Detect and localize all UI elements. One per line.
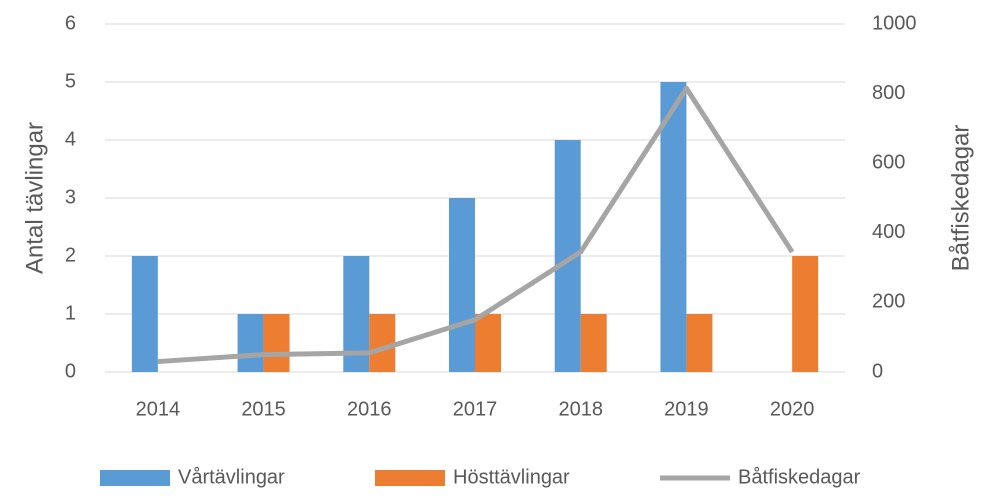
y-tick-label: 5 — [65, 70, 76, 92]
legend-label: Båtfiskedagar — [738, 466, 861, 488]
bar — [263, 314, 290, 372]
y2-tick-label: 0 — [872, 360, 883, 382]
y-tick-label: 2 — [65, 244, 76, 266]
y2-tick-label: 1000 — [872, 12, 917, 34]
x-tick-label: 2016 — [347, 398, 392, 420]
x-tick-label: 2015 — [241, 398, 286, 420]
y2-tick-label: 400 — [872, 221, 905, 243]
legend-label: Hösttävlingar — [453, 466, 570, 488]
bar — [660, 82, 687, 372]
y2-tick-label: 600 — [872, 151, 905, 173]
legend-label: Vårtävlingar — [178, 466, 285, 488]
bar — [131, 256, 158, 372]
bar — [449, 198, 475, 372]
bar — [686, 314, 713, 372]
x-tick-label: 2017 — [453, 398, 498, 420]
y-tick-label: 1 — [65, 302, 76, 324]
y-tick-label: 0 — [65, 360, 76, 382]
bar — [369, 314, 396, 372]
legend-swatch — [375, 470, 445, 486]
x-tick-label: 2020 — [770, 398, 815, 420]
line — [157, 85, 795, 365]
bar — [792, 256, 819, 372]
x-tick-label: 2018 — [558, 398, 603, 420]
legend-swatch — [100, 470, 170, 486]
bar — [237, 314, 264, 372]
x-tick-label: 2019 — [664, 398, 709, 420]
y-tick-label: 6 — [65, 12, 76, 34]
bar — [475, 314, 501, 372]
y-axis-label: Antal tävlingar — [21, 122, 48, 274]
y2-tick-label: 800 — [872, 82, 905, 104]
y2-tick-label: 200 — [872, 291, 905, 313]
y-tick-label: 4 — [65, 128, 76, 150]
y2-axis-label: Båtfiskedagar — [947, 125, 974, 272]
bar — [580, 314, 607, 372]
x-tick-label: 2014 — [136, 398, 181, 420]
y-tick-label: 3 — [65, 186, 76, 208]
